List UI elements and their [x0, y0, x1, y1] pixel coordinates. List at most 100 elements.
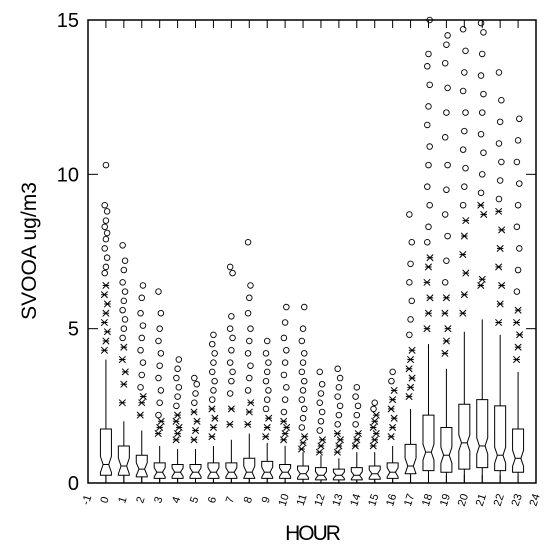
- far-outlier-marker: [498, 158, 505, 166]
- far-outlier-marker: [119, 306, 126, 314]
- far-outlier-marker: [101, 201, 108, 209]
- box-body: [350, 467, 363, 481]
- far-outlier-marker: [137, 384, 144, 391]
- far-outlier-marker: [156, 325, 163, 332]
- box-body: [386, 462, 399, 479]
- box-hour-21: [476, 19, 489, 483]
- far-outlier-marker: [441, 134, 449, 141]
- near-outlier-marker: [138, 399, 146, 407]
- box-body: [314, 467, 327, 481]
- near-outlier-marker: [407, 383, 415, 391]
- box-hour-14: [350, 384, 363, 483]
- far-outlier-marker: [263, 337, 271, 345]
- near-outlier-marker: [371, 417, 379, 425]
- near-outlier-marker: [514, 343, 522, 351]
- far-outlier-marker: [298, 396, 306, 403]
- near-outlier-marker: [333, 448, 341, 456]
- far-outlier-marker: [425, 223, 432, 231]
- far-outlier-marker: [407, 316, 414, 323]
- far-outlier-marker: [495, 140, 503, 147]
- far-outlier-marker: [120, 266, 128, 274]
- far-outlier-marker: [477, 130, 485, 138]
- far-outlier-marker: [480, 149, 487, 156]
- near-outlier-marker: [211, 414, 219, 422]
- far-outlier-marker: [480, 29, 487, 36]
- box-hour-4: [171, 356, 184, 483]
- far-outlier-marker: [262, 405, 270, 413]
- box-hour-6: [207, 331, 220, 483]
- near-outlier-marker: [513, 318, 521, 327]
- near-outlier-marker: [513, 355, 521, 364]
- far-outlier-marker: [425, 161, 432, 169]
- far-outlier-marker: [516, 115, 523, 123]
- far-outlier-marker: [263, 368, 271, 376]
- box-hour-23: [512, 115, 525, 483]
- y-axis-label: SVOOA ug/m3: [18, 182, 41, 320]
- x-tick-label: 3: [152, 495, 165, 505]
- x-tick-label: 15: [366, 492, 381, 507]
- far-outlier-marker: [478, 109, 486, 116]
- far-outlier-marker: [298, 368, 306, 376]
- box-hour-0: [99, 161, 112, 483]
- plot-frame: [87, 19, 537, 484]
- box-hour-5: [189, 374, 202, 483]
- near-outlier-marker: [193, 417, 201, 425]
- far-outlier-marker: [406, 279, 413, 286]
- far-outlier-marker: [280, 371, 288, 379]
- far-outlier-marker: [101, 245, 108, 252]
- far-outlier-marker: [210, 387, 217, 394]
- near-outlier-marker: [389, 396, 397, 404]
- far-outlier-marker: [461, 183, 468, 190]
- near-outlier-marker: [372, 411, 380, 419]
- far-outlier-marker: [334, 421, 341, 428]
- near-outlier-marker: [423, 325, 431, 333]
- box-body: [422, 414, 435, 472]
- far-outlier-marker: [459, 201, 467, 209]
- far-outlier-marker: [103, 254, 111, 261]
- far-outlier-marker: [334, 365, 341, 373]
- far-outlier-marker: [139, 322, 147, 329]
- far-outlier-marker: [247, 362, 254, 369]
- far-outlier-marker: [228, 313, 235, 320]
- x-tick-label: 24: [528, 492, 543, 507]
- far-outlier-marker: [229, 368, 236, 376]
- far-outlier-marker: [408, 297, 416, 305]
- far-outlier-marker: [120, 297, 128, 305]
- near-outlier-marker: [208, 433, 216, 441]
- near-outlier-marker: [121, 368, 129, 376]
- far-outlier-marker: [210, 331, 217, 339]
- near-outlier-marker: [280, 436, 288, 444]
- near-outlier-marker: [103, 300, 111, 308]
- box-hour-19: [440, 32, 453, 483]
- near-outlier-marker: [462, 269, 470, 277]
- box-body: [207, 462, 220, 479]
- far-outlier-marker: [462, 109, 469, 116]
- box-hour-7: [225, 263, 238, 483]
- far-outlier-marker: [102, 161, 110, 169]
- near-outlier-marker: [299, 439, 307, 447]
- near-outlier-marker: [208, 405, 216, 413]
- x-tick-label: 6: [206, 495, 219, 505]
- far-outlier-marker: [443, 109, 450, 116]
- box-body: [225, 462, 238, 479]
- far-outlier-marker: [265, 359, 272, 366]
- far-outlier-marker: [173, 402, 180, 410]
- far-outlier-marker: [514, 137, 522, 144]
- far-outlier-marker: [444, 32, 451, 39]
- box-hour-10: [279, 303, 292, 483]
- near-outlier-marker: [390, 386, 398, 394]
- far-outlier-marker: [139, 359, 147, 366]
- near-outlier-marker: [191, 426, 200, 435]
- near-outlier-marker: [441, 349, 449, 357]
- far-outlier-marker: [228, 377, 235, 385]
- far-outlier-marker: [495, 69, 503, 76]
- box-series: [99, 16, 525, 483]
- far-outlier-marker: [299, 387, 307, 394]
- far-outlier-marker: [157, 387, 165, 394]
- far-outlier-marker: [513, 158, 521, 166]
- near-outlier-marker: [426, 254, 434, 262]
- y-tick-label: 5: [68, 319, 79, 341]
- near-outlier-marker: [495, 207, 503, 215]
- far-outlier-marker: [156, 362, 163, 369]
- far-outlier-marker: [103, 229, 111, 237]
